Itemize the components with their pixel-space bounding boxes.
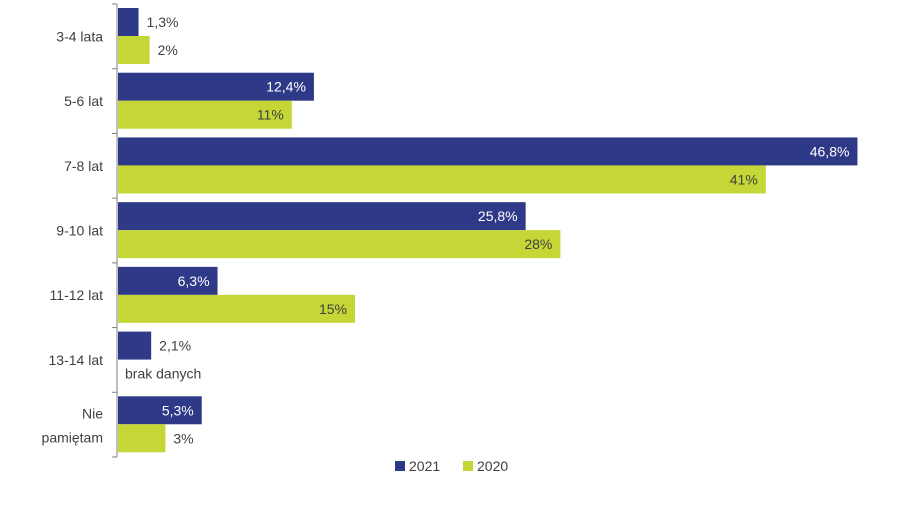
bar-2020: [118, 165, 766, 194]
data-label-2020: 15%: [319, 301, 347, 317]
bar-2020: [118, 424, 166, 453]
legend-swatch-2020: [463, 461, 473, 471]
bar-2020: [118, 294, 355, 323]
data-label-2020: 2%: [158, 42, 178, 58]
category-labels: 3-4 lata 5-6 lat 7-8 lat 9-10 lat 11-12 lat 1…: [42, 28, 104, 445]
category-label-line: pamiętam: [42, 430, 103, 446]
bar-2021: [118, 266, 218, 295]
legend-label-2021: 2021: [409, 458, 440, 474]
legend: 2021 2020: [395, 458, 508, 474]
data-label-2021: 6,3%: [178, 273, 210, 289]
category-label: 13-14 lat: [49, 352, 104, 368]
data-label-2021: 25,8%: [478, 208, 518, 224]
data-label-2020: 3%: [173, 430, 193, 446]
bar-2021: [118, 331, 152, 360]
bar-2020: [118, 100, 292, 129]
data-label-2020: 11%: [257, 107, 284, 123]
bars: [118, 8, 858, 453]
y-axis: [112, 3, 118, 458]
category-label: 7-8 lat: [64, 158, 103, 174]
bar-2020: [118, 230, 561, 259]
data-label-2021: 46,8%: [810, 143, 850, 159]
data-label-2021: 5,3%: [162, 402, 194, 418]
bar-2021: [118, 8, 139, 36]
data-label-2021: 2,1%: [159, 338, 191, 354]
legend-swatch-2021: [395, 461, 405, 471]
bar-2021: [118, 137, 858, 166]
data-label-2021: 1,3%: [147, 14, 179, 30]
category-label: 5-6 lat: [64, 93, 103, 109]
data-label-2021: 12,4%: [266, 79, 306, 95]
category-label: 3-4 lata: [56, 28, 103, 44]
category-label: 11-12 lat: [50, 287, 104, 303]
data-labels: 1,3% 2% 12,4% 11% 46,8% 41% 25,8% 28% 6,3% 15% 2,1…: [125, 14, 849, 446]
bar-2021: [118, 202, 526, 231]
legend-label-2020: 2020: [477, 458, 508, 474]
data-label-2020: brak danych: [125, 366, 201, 382]
data-label-2020: 28%: [524, 236, 552, 252]
bar-2021: [118, 72, 314, 101]
category-label-line: Nie: [82, 406, 103, 422]
bar-2020: [118, 36, 150, 64]
bar-2021: [118, 396, 202, 425]
category-label: Nie pamiętam: [42, 406, 104, 446]
data-label-2020: 41%: [730, 171, 758, 187]
category-label: 9-10 lat: [56, 223, 103, 239]
